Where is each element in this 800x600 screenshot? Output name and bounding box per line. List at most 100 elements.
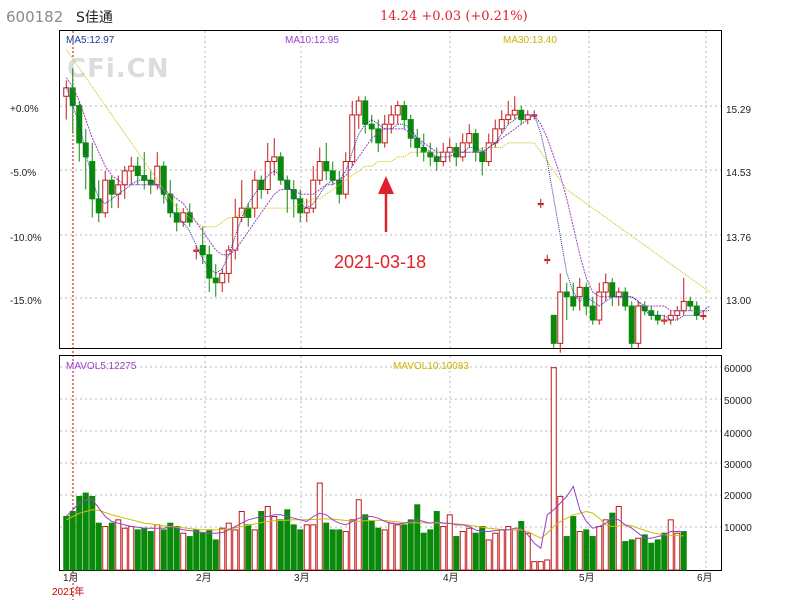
candle-body bbox=[628, 305, 635, 344]
stock-code: 600182 bbox=[6, 8, 63, 26]
volume-bar bbox=[680, 531, 687, 571]
volume-bar bbox=[186, 536, 193, 571]
volume-bar bbox=[219, 527, 226, 571]
month-label-5: 5月 bbox=[579, 572, 595, 584]
candle-body bbox=[186, 212, 193, 223]
vol-tick-0: 60000 bbox=[724, 364, 752, 375]
candle-body bbox=[219, 272, 226, 284]
candle-body bbox=[277, 156, 284, 181]
volume-bar bbox=[271, 516, 278, 571]
volume-bar bbox=[173, 526, 180, 571]
candle-body bbox=[700, 314, 707, 318]
volume-bar bbox=[316, 482, 323, 571]
volume-bar bbox=[492, 532, 499, 571]
right-tick-2: 13.76 bbox=[726, 233, 751, 244]
stock-name: S佳通 bbox=[76, 10, 113, 26]
candle-body bbox=[550, 314, 557, 344]
volume-bar bbox=[160, 529, 167, 571]
candle-body bbox=[492, 128, 499, 144]
volume-bar bbox=[667, 519, 674, 571]
volume-bar bbox=[472, 532, 479, 571]
volume-bar bbox=[498, 529, 505, 571]
candle-body bbox=[687, 300, 694, 307]
candle-body bbox=[147, 179, 154, 186]
volume-bar bbox=[453, 536, 460, 571]
candle-body bbox=[459, 142, 466, 158]
volume-bar bbox=[446, 514, 453, 571]
annotation-date: 2021-03-18 bbox=[334, 252, 426, 272]
vol-tick-5: 10000 bbox=[724, 523, 752, 534]
candle-body bbox=[433, 156, 440, 163]
volume-bar bbox=[82, 492, 89, 571]
candle-body bbox=[63, 87, 70, 97]
volume-bar bbox=[76, 495, 83, 571]
candle-body bbox=[498, 119, 505, 130]
volume-bar bbox=[563, 536, 570, 571]
candle-body bbox=[680, 300, 687, 312]
volume-bar bbox=[147, 531, 154, 571]
candle-body bbox=[232, 216, 239, 251]
volume-bar bbox=[388, 522, 395, 571]
volume-bar bbox=[518, 521, 525, 571]
ma10-label: MA10:12.95 bbox=[285, 35, 339, 46]
volume-bar bbox=[63, 516, 70, 571]
candle-body bbox=[394, 105, 401, 116]
volume-bar bbox=[245, 524, 252, 571]
candle-body bbox=[160, 165, 167, 195]
volume-bar bbox=[180, 532, 187, 571]
volume-bar bbox=[251, 529, 258, 571]
candle-body bbox=[355, 100, 362, 116]
volume-bar bbox=[329, 529, 336, 571]
volume-bar bbox=[401, 524, 408, 571]
vol-tick-4: 20000 bbox=[724, 491, 752, 502]
volume-bar bbox=[108, 522, 115, 571]
volume-bar bbox=[440, 526, 447, 571]
mavol10-line bbox=[66, 509, 684, 539]
candle-body bbox=[199, 244, 206, 256]
candle-body bbox=[349, 114, 356, 163]
candle-body bbox=[537, 202, 544, 206]
candle-body bbox=[173, 212, 180, 223]
candle-body bbox=[661, 319, 668, 322]
vol-tick-1: 50000 bbox=[724, 396, 752, 407]
candle-body bbox=[141, 175, 148, 181]
candle-body bbox=[518, 109, 525, 121]
volume-bar bbox=[154, 524, 161, 571]
candle-body bbox=[342, 161, 349, 195]
volume-bar bbox=[420, 532, 427, 571]
volume-bar bbox=[134, 529, 141, 571]
volume-bar bbox=[238, 510, 245, 571]
volume-bar bbox=[264, 505, 271, 571]
volume-ma-lines bbox=[65, 485, 684, 550]
volume-bar bbox=[95, 522, 102, 571]
volume-bar bbox=[407, 519, 414, 571]
volume-bar bbox=[277, 519, 284, 571]
volume-bar bbox=[531, 561, 538, 571]
volume-bar bbox=[427, 529, 434, 571]
left-tick-0: +0.0% bbox=[10, 104, 39, 115]
volume-bar bbox=[199, 532, 206, 571]
left-tick-1: -5.0% bbox=[10, 168, 36, 179]
candle-body bbox=[576, 286, 583, 298]
mavol5-label: MAVOL5:12275 bbox=[66, 361, 137, 372]
candle-body bbox=[368, 123, 375, 130]
year-label: 2021年 bbox=[52, 585, 84, 598]
candle-body bbox=[82, 142, 89, 158]
month-label-4: 4月 bbox=[443, 572, 459, 584]
candle-body bbox=[635, 305, 642, 344]
candle-body bbox=[609, 282, 616, 298]
candle-body bbox=[180, 212, 187, 223]
candle-body bbox=[544, 258, 551, 262]
month-label-6: 6月 bbox=[697, 572, 713, 584]
volume-bar bbox=[537, 561, 544, 571]
candle-body bbox=[557, 291, 564, 344]
ma5-line bbox=[65, 86, 710, 321]
candle-body bbox=[375, 128, 382, 144]
volume-bar bbox=[323, 522, 330, 571]
volume-axis-ticks: 60000 50000 40000 30000 20000 10000 bbox=[724, 364, 752, 534]
volume-bar bbox=[622, 541, 629, 571]
candle-body bbox=[388, 114, 395, 125]
volume-bar bbox=[141, 527, 148, 571]
volume-bar bbox=[641, 534, 648, 571]
